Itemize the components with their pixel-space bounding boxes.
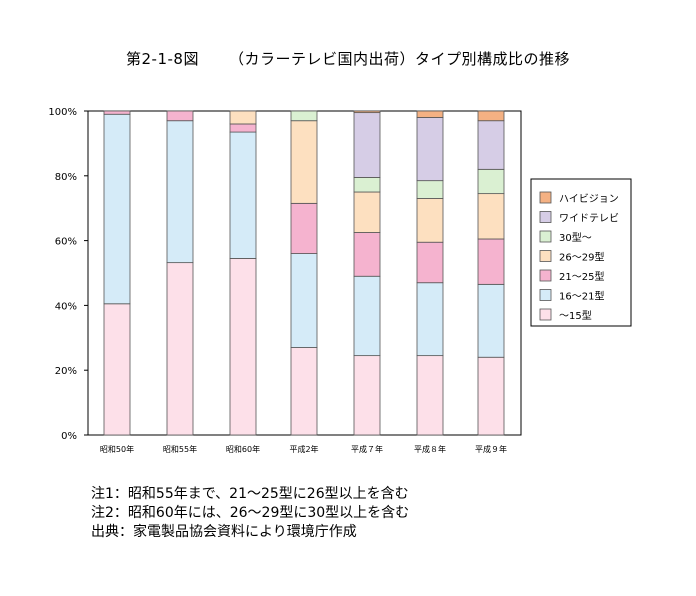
legend-swatch	[539, 289, 552, 301]
y-tick-label: 40%	[55, 301, 77, 312]
bar-segment	[166, 262, 194, 436]
x-tick-label: 昭和50年	[100, 444, 134, 454]
note-1: 注1：昭和55年まで、21～25型に26型以上を含む	[91, 486, 409, 502]
bar-segment	[166, 110, 194, 122]
bar-segment	[103, 303, 131, 436]
bar-segment	[229, 123, 257, 133]
bar-segment	[416, 241, 444, 284]
bar-segment	[477, 120, 505, 170]
chart-notes: 注1：昭和55年まで、21～25型に26型以上を含む 注2：昭和60年には、26…	[91, 485, 409, 542]
source-note: 出典：家電製品協会資料により環境庁作成	[91, 524, 357, 540]
legend-swatch	[539, 250, 552, 262]
bar-segment	[477, 193, 505, 240]
legend-label: ハイビジョン	[559, 193, 619, 205]
bar-segment	[229, 131, 257, 259]
bar-segment	[416, 180, 444, 199]
figure-caption: （カラーテレビ国内出荷）タイプ別構成比の推移	[228, 50, 570, 68]
chart-title: 第2-1-8図 （カラーテレビ国内出荷）タイプ別構成比の推移	[0, 48, 696, 69]
legend-label: ～15型	[559, 309, 592, 322]
legend-swatch	[539, 308, 552, 321]
legend-label: 21～25型	[559, 270, 604, 283]
y-tick-label: 20%	[55, 366, 77, 377]
bar-segment	[229, 258, 257, 436]
bar-segment	[103, 113, 131, 305]
bar-segment	[290, 202, 318, 254]
bar-segment	[290, 253, 318, 348]
legend-label: ワイドテレビ	[559, 213, 619, 225]
stacked-bar-chart: 0% 20% 40% 60% 80% 100% 昭和50年 昭和55年 昭和60年 平成2年 平成７…	[48, 107, 632, 454]
legend-label: 16～21型	[559, 290, 604, 303]
legend-label: 30型～	[559, 231, 592, 244]
x-tick-label: 平成2年	[289, 444, 318, 454]
bar-segment	[353, 191, 381, 233]
x-tick-label: 平成７年	[351, 444, 383, 454]
bar-segment	[416, 282, 444, 357]
bar-segment	[477, 168, 505, 195]
bar-segment	[353, 275, 381, 357]
y-tick-label: 80%	[55, 172, 77, 183]
x-tick-label: 昭和60年	[226, 444, 260, 454]
bar-segment	[477, 283, 505, 358]
bar-segment	[477, 110, 505, 122]
bar-segment	[103, 110, 131, 115]
bar-segment	[477, 356, 505, 436]
bar-segment	[290, 347, 318, 436]
legend-swatch	[539, 211, 552, 223]
bar-segment	[416, 355, 444, 436]
bar-segment	[353, 112, 381, 178]
bar-segment	[416, 110, 444, 118]
bar-segment	[416, 117, 444, 182]
bar-segment	[353, 177, 381, 193]
bar-segment	[290, 110, 318, 122]
x-tick-label: 平成８年	[414, 444, 446, 454]
x-tick-label: 平成９年	[475, 444, 507, 454]
bar-segment	[290, 120, 318, 204]
bar-segment	[353, 355, 381, 436]
y-tick-label: 100%	[48, 107, 77, 118]
x-tick-label: 昭和55年	[163, 444, 197, 454]
bar-segment	[353, 232, 381, 277]
note-2: 注2：昭和60年には、26～29型に30型以上を含む	[91, 505, 410, 521]
bar-segment	[166, 120, 194, 264]
bar-segment	[353, 110, 381, 114]
figure-number: 第2-1-8図	[126, 50, 199, 68]
bar-segment	[416, 198, 444, 243]
legend-label: 26～29型	[559, 251, 604, 264]
y-tick-label: 0%	[61, 431, 77, 442]
y-tick-label: 60%	[55, 237, 77, 248]
bar-segment	[477, 238, 505, 285]
legend-swatch	[539, 230, 552, 243]
legend-swatch	[539, 269, 552, 282]
legend-swatch	[539, 191, 552, 204]
bar-segment	[229, 110, 257, 125]
